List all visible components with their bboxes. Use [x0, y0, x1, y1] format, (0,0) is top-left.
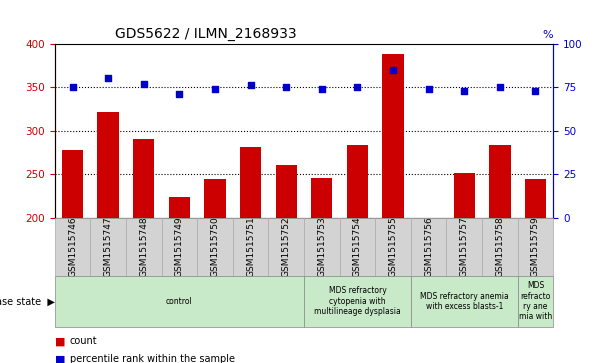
Bar: [340, 218, 375, 276]
Bar: [382, 54, 404, 218]
Point: [460, 88, 469, 94]
Bar: [55, 276, 304, 327]
Point: [282, 84, 291, 90]
Bar: [482, 218, 517, 276]
Bar: [268, 218, 304, 276]
Bar: [62, 150, 83, 218]
Bar: [133, 139, 154, 218]
Point: [103, 76, 113, 81]
Text: GSM1515753: GSM1515753: [317, 216, 326, 277]
Bar: [517, 218, 553, 276]
Bar: [162, 218, 197, 276]
Text: GSM1515755: GSM1515755: [389, 216, 398, 277]
Bar: [197, 218, 233, 276]
Bar: [275, 165, 297, 218]
Text: MDS refractory
cytopenia with
multilineage dysplasia: MDS refractory cytopenia with multilinea…: [314, 286, 401, 316]
Bar: [454, 174, 475, 218]
Bar: [517, 276, 553, 327]
Bar: [525, 179, 546, 218]
Text: %: %: [543, 30, 553, 40]
Bar: [233, 218, 268, 276]
Text: GSM1515758: GSM1515758: [496, 216, 505, 277]
Bar: [168, 197, 190, 218]
Bar: [411, 218, 446, 276]
Bar: [347, 144, 368, 218]
Bar: [55, 218, 91, 276]
Point: [139, 81, 148, 86]
Bar: [311, 178, 333, 218]
Text: control: control: [166, 297, 193, 306]
Text: count: count: [70, 336, 97, 346]
Point: [246, 82, 255, 88]
Bar: [91, 218, 126, 276]
Bar: [97, 111, 119, 218]
Bar: [304, 218, 340, 276]
Text: MDS
refracto
ry ane
mia with: MDS refracto ry ane mia with: [519, 281, 552, 321]
Text: disease state  ▶: disease state ▶: [0, 296, 55, 306]
Bar: [375, 218, 411, 276]
Text: GSM1515751: GSM1515751: [246, 216, 255, 277]
Point: [353, 84, 362, 90]
Bar: [411, 276, 517, 327]
Text: GSM1515757: GSM1515757: [460, 216, 469, 277]
Point: [531, 88, 541, 94]
Point: [495, 84, 505, 90]
Bar: [446, 218, 482, 276]
Point: [317, 86, 326, 92]
Point: [424, 86, 434, 92]
Text: MDS refractory anemia
with excess blasts-1: MDS refractory anemia with excess blasts…: [420, 291, 509, 311]
Point: [210, 86, 220, 92]
Bar: [126, 218, 162, 276]
Text: GSM1515754: GSM1515754: [353, 216, 362, 277]
Bar: [304, 276, 411, 327]
Text: GSM1515756: GSM1515756: [424, 216, 433, 277]
Text: percentile rank within the sample: percentile rank within the sample: [70, 354, 235, 363]
Text: GSM1515748: GSM1515748: [139, 216, 148, 277]
Point: [174, 91, 184, 97]
Point: [67, 84, 77, 90]
Text: GSM1515750: GSM1515750: [210, 216, 219, 277]
Text: ■: ■: [55, 354, 65, 363]
Point: [388, 67, 398, 73]
Bar: [204, 179, 226, 218]
Bar: [489, 146, 511, 218]
Text: ■: ■: [55, 336, 65, 346]
Text: GSM1515752: GSM1515752: [282, 216, 291, 277]
Text: GDS5622 / ILMN_2168933: GDS5622 / ILMN_2168933: [114, 27, 296, 41]
Text: GSM1515749: GSM1515749: [175, 216, 184, 277]
Text: GSM1515759: GSM1515759: [531, 216, 540, 277]
Bar: [240, 147, 261, 218]
Text: GSM1515747: GSM1515747: [103, 216, 112, 277]
Text: GSM1515746: GSM1515746: [68, 216, 77, 277]
